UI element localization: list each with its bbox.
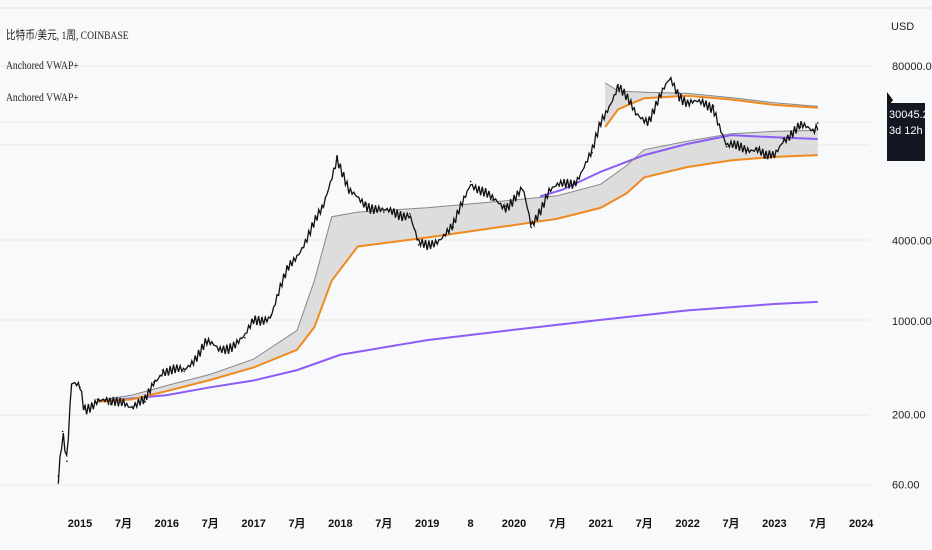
y-tick-label: 200.00 (892, 410, 926, 422)
x-tick-label: 2021 (589, 518, 613, 530)
price-point (57, 474, 60, 477)
series-line-4 (97, 129, 818, 402)
price-point (678, 92, 680, 95)
price-point (61, 430, 64, 433)
last-price-label: 30045.29 3d 12h (887, 103, 932, 161)
price-point (773, 155, 776, 157)
price-point (634, 113, 637, 115)
price-point (205, 340, 207, 343)
last-price-value: 30045.29 (889, 109, 932, 121)
price-point (764, 157, 767, 159)
price-point (218, 349, 220, 352)
vwap-band-2020 (605, 82, 818, 128)
x-tick-label: 2023 (762, 518, 786, 530)
price-point (183, 370, 185, 373)
price-point (383, 211, 385, 213)
indicator-label-1[interactable]: Anchored VWAP+ (6, 58, 79, 72)
price-point (122, 398, 125, 401)
x-tick-label: 7月 (809, 517, 826, 530)
series-line-6 (604, 82, 818, 107)
price-point (365, 202, 368, 205)
price-point (79, 386, 81, 389)
x-tick-label: 2020 (502, 518, 526, 530)
price-point (66, 460, 68, 462)
symbol-title: 比特币/美元, 1周, COINBASE (6, 28, 129, 42)
price-point (756, 147, 758, 149)
price-point (504, 205, 507, 207)
x-tick-label: 7月 (549, 517, 566, 530)
series-line-3 (97, 154, 818, 403)
price-point (304, 239, 307, 242)
price-point (817, 122, 819, 124)
price-point (452, 226, 455, 229)
price-point (799, 126, 802, 128)
indicator-label-2[interactable]: Anchored VWAP+ (6, 90, 79, 104)
price-point (469, 180, 472, 183)
x-tick-label: 7月 (115, 517, 132, 530)
price-point (83, 408, 86, 410)
x-tick-label: 2016 (155, 518, 179, 530)
y-tick-label: 4000.00 (892, 235, 932, 247)
price-point (521, 189, 524, 191)
x-tick-label: 2022 (675, 518, 699, 530)
x-tick-label: 2015 (68, 518, 92, 530)
price-point (712, 105, 715, 108)
y-tick-label: 60.00 (892, 480, 920, 492)
x-tick-label: 7月 (288, 517, 305, 530)
price-point (617, 83, 619, 86)
x-tick-label: 7月 (375, 517, 392, 530)
y-tick-label: 1000.00 (892, 316, 932, 328)
x-tick-label: 8 (468, 518, 474, 530)
price-point (686, 101, 689, 103)
price-point (530, 226, 533, 229)
x-tick-label: 7月 (636, 517, 653, 530)
price-series (57, 76, 819, 484)
price-point (600, 122, 602, 124)
price-point (647, 118, 650, 121)
series-line-1 (97, 300, 818, 403)
price-point (426, 245, 429, 248)
price-point (161, 369, 164, 371)
price-point (812, 129, 815, 132)
price-point (669, 78, 672, 80)
y-axis-unit: USD (891, 21, 914, 33)
price-point (573, 180, 576, 183)
price-point (348, 192, 350, 194)
price-point (725, 145, 728, 148)
x-tick-label: 7月 (202, 517, 219, 530)
price-point (409, 213, 411, 215)
price-point (252, 320, 255, 322)
x-tick-label: 7月 (722, 517, 739, 530)
x-tick-label: 2017 (241, 518, 265, 530)
price-point (270, 314, 272, 317)
price-point (96, 398, 99, 401)
price-point (336, 155, 338, 157)
price-point (287, 266, 290, 269)
price-point (131, 405, 133, 408)
price-point (491, 199, 494, 201)
price-point (144, 400, 146, 403)
price-point (547, 189, 550, 191)
y-tick-label: 80000.00 (892, 61, 932, 73)
price-point (70, 384, 73, 387)
price-point (152, 381, 155, 383)
price-point (322, 206, 324, 209)
x-tick-label: 2019 (415, 518, 439, 530)
bar-countdown: 3d 12h (889, 125, 923, 137)
price-point (109, 403, 112, 405)
x-tick-label: 2018 (328, 518, 352, 530)
series-line-5 (604, 94, 818, 128)
price-point (591, 152, 593, 154)
price-point (417, 244, 420, 246)
vwap-band-2015 (97, 130, 818, 402)
price-point (244, 336, 246, 339)
price-point (782, 137, 784, 140)
x-tick-label: 2024 (849, 518, 874, 530)
